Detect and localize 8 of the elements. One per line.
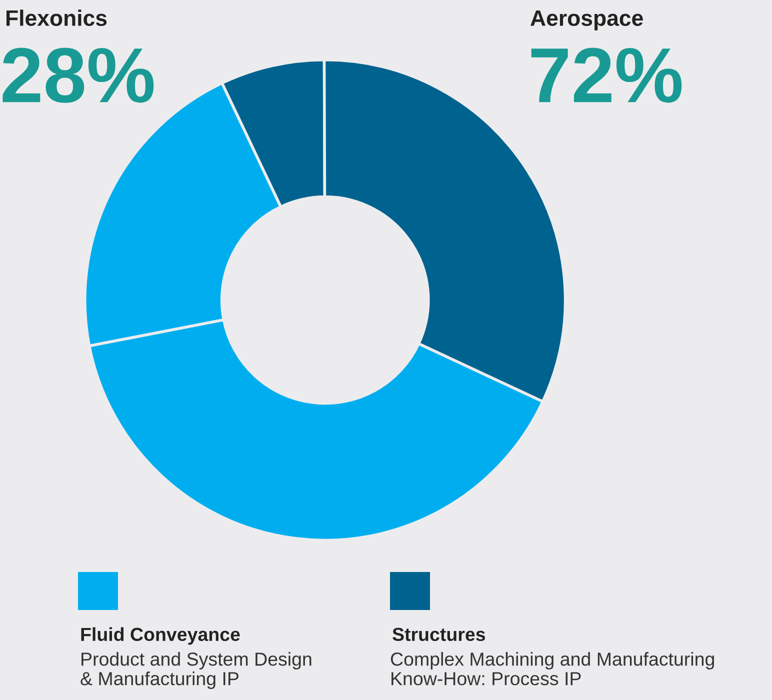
text: Product and System Design & Manufacturing IP <box>80 652 312 689</box>
text: 72% <box>531 48 682 103</box>
legend-label: Fluid Conveyance <box>81 627 240 645</box>
legend-label: Structures <box>392 628 486 642</box>
text: Complex Machining and Manufacturing Know-How: Process IP <box>390 652 714 686</box>
text: 28% <box>2 48 154 103</box>
text: Flexonics <box>6 10 107 26</box>
text: Aerospace <box>530 10 643 30</box>
